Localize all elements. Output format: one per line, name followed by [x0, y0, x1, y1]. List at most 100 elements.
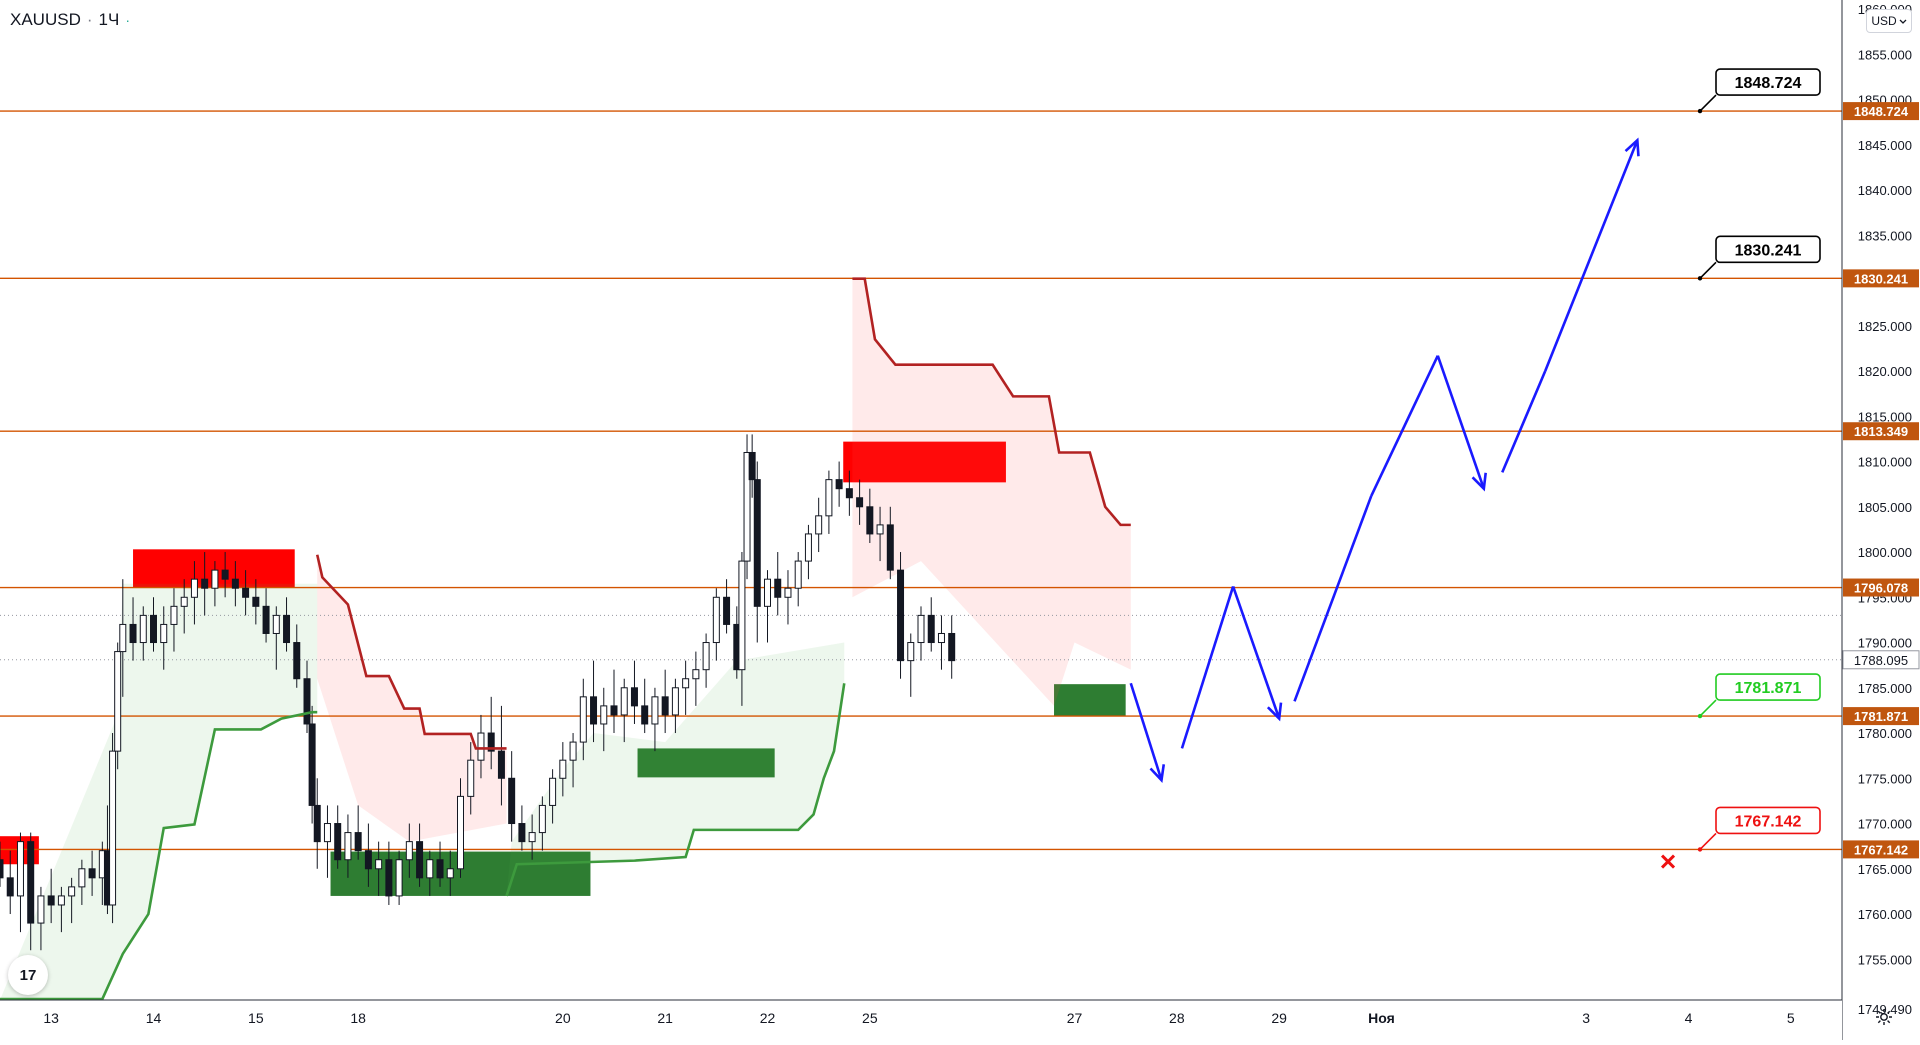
candle-27: [252, 579, 260, 625]
candle-body: [497, 750, 505, 779]
candle-81: [774, 552, 782, 616]
price-tick-label: 1845.000: [1858, 138, 1912, 153]
candle-79: [753, 461, 761, 643]
level-price-badge: [1843, 840, 1919, 859]
candle-body: [27, 841, 35, 924]
candle-32: [303, 660, 311, 734]
forecast-segment-1: [1180, 586, 1235, 749]
time-axis[interactable]: 13 14 15 18 20 21 22 25 27 28 29 Ноя 3 4 5: [0, 999, 1842, 1040]
candle-25: [231, 561, 239, 607]
candle-39: [364, 823, 372, 887]
candle-7: [68, 877, 76, 924]
candle-19: [170, 588, 178, 652]
level-price-text: 1830.241: [1854, 271, 1908, 286]
candle-body: [6, 877, 14, 897]
candle-22: [201, 552, 209, 616]
candle-36: [334, 805, 342, 869]
resistance-line-2: [852, 277, 1131, 527]
time-tick-label: 14: [146, 1010, 162, 1026]
candle-body: [0, 859, 4, 879]
settings-button[interactable]: [1872, 1007, 1896, 1031]
candle-24: [221, 552, 229, 598]
candle-55: [528, 814, 536, 860]
currency-selector[interactable]: USD: [1866, 9, 1912, 33]
candle-56: [538, 796, 546, 851]
candle-63: [610, 669, 618, 734]
candle-body: [308, 723, 316, 806]
resistance-line: [315, 554, 507, 750]
header-separator: ·: [86, 10, 93, 29]
candle-body: [119, 623, 127, 653]
stop-cross-marker: [1660, 854, 1676, 869]
candle-2: [16, 832, 24, 933]
gear-icon: [1874, 1007, 1894, 1032]
callout-label: 1767.142: [1735, 813, 1802, 830]
candle-body: [201, 578, 209, 589]
candle-body: [303, 678, 311, 725]
candle-80: [764, 570, 771, 643]
callout-pointer: [1699, 261, 1717, 279]
symbol-header[interactable]: XAUUSD · 1Ч ·: [10, 10, 130, 30]
candle-0: [0, 841, 4, 887]
candle-body: [375, 859, 383, 870]
candle-92: [886, 506, 894, 580]
candle-body: [334, 823, 342, 861]
candle-body: [630, 687, 638, 707]
level-price-text: 1781.871: [1854, 709, 1908, 724]
tradingview-logo[interactable]: 17: [8, 955, 48, 995]
candle-body: [712, 596, 720, 644]
current-price-text: 1788.095: [1854, 653, 1908, 668]
price-tick-label: 1775.000: [1858, 771, 1912, 786]
price-tick-label: 1760.000: [1858, 907, 1912, 922]
candle-body: [559, 759, 567, 779]
market-status-dot: ·: [125, 12, 130, 28]
price-tick-label: 1840.000: [1858, 183, 1912, 198]
time-tick-label: 22: [760, 1010, 776, 1026]
candle-29: [272, 606, 280, 670]
candle-body: [549, 777, 557, 806]
candle-71: [692, 651, 700, 706]
level-price-text: 1767.142: [1854, 842, 1908, 857]
candle-body: [610, 705, 618, 716]
level-price-text: 1848.724: [1854, 104, 1909, 119]
time-tick-label: 4: [1685, 1010, 1693, 1026]
candle-66: [641, 678, 649, 734]
candle-67: [651, 687, 659, 752]
candle-body: [436, 859, 444, 879]
candle-body: [738, 560, 746, 671]
candle-72: [702, 633, 710, 688]
support-fill: [0, 583, 318, 1000]
candle-body: [886, 524, 894, 571]
candle-body: [845, 488, 853, 499]
candle-42: [395, 850, 403, 905]
time-tick-label: 18: [350, 1010, 366, 1026]
candle-body: [190, 578, 198, 598]
candle-77: [743, 434, 751, 580]
price-axis[interactable]: 1860.0001855.0001850.0001845.0001840.000…: [1841, 0, 1920, 1040]
candle-87: [835, 461, 843, 507]
candle-body: [897, 569, 905, 662]
candle-body: [139, 614, 147, 644]
demand-zone-1: [637, 748, 775, 778]
candle-body: [385, 859, 393, 897]
candle-30: [283, 597, 291, 652]
candle-body: [283, 614, 291, 644]
candle-4: [37, 886, 45, 951]
candle-body: [835, 479, 843, 490]
forecast-segment-5: [1436, 355, 1486, 490]
candle-53: [508, 751, 516, 842]
symbol-label[interactable]: XAUUSD: [10, 10, 81, 29]
candle-body: [395, 859, 403, 897]
candle-44: [416, 823, 424, 887]
candle-body: [784, 587, 792, 598]
candle-34: [313, 778, 321, 869]
candle-body: [16, 841, 24, 897]
time-tick-label: 20: [555, 1010, 571, 1026]
candle-43: [405, 823, 413, 878]
candle-48: [457, 778, 464, 878]
interval-label[interactable]: 1Ч: [98, 10, 120, 29]
candle-body: [405, 841, 413, 861]
candle-9: [88, 850, 96, 896]
